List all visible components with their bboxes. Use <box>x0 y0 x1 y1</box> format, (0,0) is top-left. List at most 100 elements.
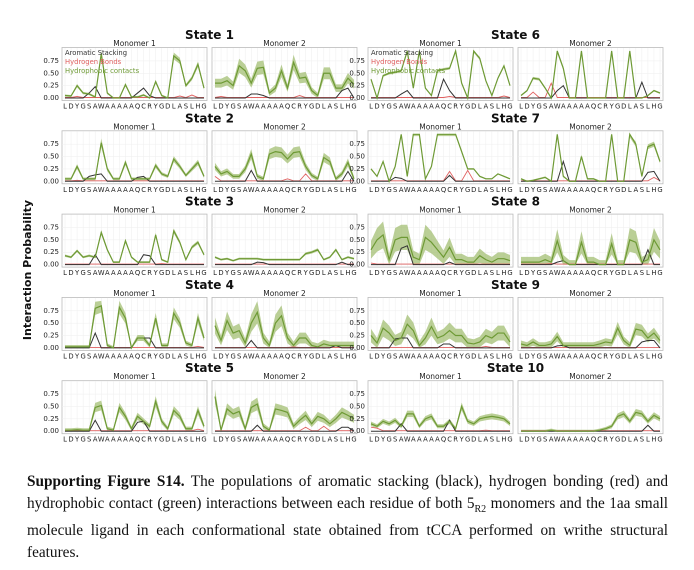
y-tick-label: 0.75 <box>349 57 365 65</box>
x-tick-label: A <box>111 103 116 111</box>
x-tick-label: A <box>429 352 434 360</box>
x-tick-label: H <box>195 269 200 277</box>
x-tick-label: A <box>267 186 272 194</box>
x-tick-label: Y <box>380 269 386 277</box>
x-tick-label: S <box>87 352 91 360</box>
x-tick-label: R <box>453 186 458 194</box>
panel-title: Monomer 2 <box>263 39 306 48</box>
x-tick-label: R <box>603 352 608 360</box>
x-tick-label: A <box>585 352 590 360</box>
x-tick-label: G <box>657 103 662 111</box>
x-tick-label: G <box>351 103 356 111</box>
legend-entry: Hydrogen Bonds <box>371 58 428 66</box>
x-tick-label: A <box>255 103 260 111</box>
x-tick-label: Y <box>530 436 536 444</box>
x-tick-label: S <box>393 103 397 111</box>
x-tick-label: Y <box>74 352 80 360</box>
x-tick-label: S <box>184 186 188 194</box>
x-tick-label: G <box>159 269 164 277</box>
aromatic-stacking-line <box>521 339 661 349</box>
x-tick-label: L <box>646 103 650 111</box>
hydrophobic-contacts-line <box>370 133 511 184</box>
x-tick-label: Q <box>285 352 290 360</box>
plot-frame <box>517 296 664 351</box>
x-tick-label: A <box>255 269 260 277</box>
hydrophobic-contacts-line <box>64 229 205 263</box>
x-tick-label: L <box>190 269 194 277</box>
x-tick-label: L <box>340 269 344 277</box>
x-tick-label: Y <box>530 352 536 360</box>
x-tick-label: R <box>603 186 608 194</box>
x-tick-label: A <box>585 186 590 194</box>
x-tick-label: A <box>117 352 122 360</box>
x-tick-label: G <box>507 352 512 360</box>
x-tick-label: G <box>615 186 620 194</box>
x-tick-label: A <box>123 103 128 111</box>
x-tick-label: A <box>279 269 284 277</box>
x-tick-label: C <box>291 103 296 111</box>
aromatic-stacking-line <box>215 261 354 266</box>
x-tick-label: A <box>327 352 332 360</box>
hydrophobic-contacts-line <box>521 411 661 432</box>
y-tick-label: 0.00 <box>43 94 59 102</box>
x-tick-label: L <box>628 186 632 194</box>
x-tick-label: G <box>159 103 164 111</box>
x-tick-label: A <box>399 436 404 444</box>
x-tick-label: A <box>579 186 584 194</box>
x-tick-label: H <box>651 436 656 444</box>
x-tick-label: G <box>230 352 235 360</box>
x-tick-label: D <box>315 186 320 194</box>
x-tick-label: H <box>651 269 656 277</box>
x-tick-label: L <box>628 269 632 277</box>
panel-title: Monomer 1 <box>419 372 462 381</box>
x-tick-label: A <box>435 352 440 360</box>
x-tick-label: A <box>273 186 278 194</box>
panel-title: Monomer 2 <box>263 122 306 131</box>
panel-title: Monomer 2 <box>263 372 306 381</box>
x-tick-label: S <box>237 103 241 111</box>
x-tick-label: D <box>471 269 476 277</box>
x-tick-label: L <box>63 352 67 360</box>
hydrophobic-confidence-band <box>215 389 354 432</box>
x-tick-label: A <box>261 186 266 194</box>
x-tick-label: Q <box>285 436 290 444</box>
x-tick-label: G <box>465 436 470 444</box>
x-tick-label: H <box>501 436 506 444</box>
y-tick-label: 0.50 <box>43 319 59 327</box>
x-tick-label: S <box>87 269 91 277</box>
hydrophobic-contacts-line <box>64 53 205 99</box>
hydrophobic-contacts-line <box>65 142 205 180</box>
x-tick-label: G <box>159 352 164 360</box>
x-tick-label: Q <box>591 352 596 360</box>
x-tick-label: A <box>279 186 284 194</box>
x-tick-label: L <box>369 436 373 444</box>
x-tick-label: A <box>279 103 284 111</box>
x-tick-label: Y <box>153 352 159 360</box>
hydrophobic-contacts-line <box>214 150 355 180</box>
x-tick-label: G <box>309 186 314 194</box>
x-tick-label: Y <box>609 436 615 444</box>
x-tick-label: D <box>218 352 223 360</box>
x-tick-label: A <box>633 269 638 277</box>
x-tick-label: A <box>549 436 554 444</box>
x-tick-label: A <box>585 269 590 277</box>
x-tick-label: Q <box>441 352 446 360</box>
x-tick-label: Y <box>153 269 159 277</box>
y-tick-label: 0.25 <box>349 415 365 423</box>
x-tick-label: A <box>429 436 434 444</box>
y-tick-label: 0.75 <box>43 140 59 148</box>
hydrophobic-contacts-line <box>65 399 205 431</box>
x-tick-label: A <box>123 352 128 360</box>
x-tick-label: Y <box>380 103 386 111</box>
x-tick-label: W <box>554 186 561 194</box>
x-tick-label: A <box>117 186 122 194</box>
y-tick-label: 0.00 <box>43 261 59 269</box>
aromatic-stacking-line <box>371 174 510 182</box>
x-tick-label: R <box>147 103 152 111</box>
x-tick-label: R <box>453 436 458 444</box>
y-tick-label: 0.50 <box>43 153 59 161</box>
y-axis-label: Interaction Probability <box>21 200 34 340</box>
x-tick-label: G <box>159 436 164 444</box>
x-tick-label: G <box>309 352 314 360</box>
x-tick-label: G <box>657 352 662 360</box>
